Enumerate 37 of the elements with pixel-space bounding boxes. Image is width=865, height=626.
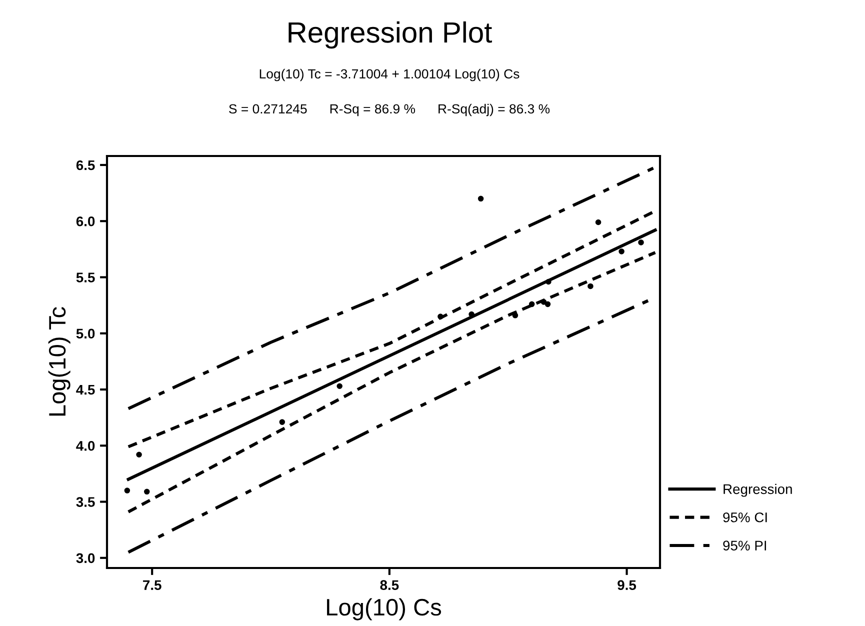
point [279, 419, 286, 425]
point [336, 383, 342, 390]
point [588, 283, 594, 290]
point [595, 219, 602, 226]
text: S = 0.271245 R-Sq = 86.9 % R-Sq(adj) = 86.3 % [229, 104, 550, 116]
y-axis-title: Log(10) Tc [48, 307, 70, 416]
y-tick-label: 4.0 [76, 440, 95, 451]
chart-title: Regression Plot [288, 21, 492, 49]
point [638, 240, 644, 246]
point [618, 248, 624, 254]
y-tick-label: 5.5 [76, 272, 95, 282]
y-tick-label: 4.5 [76, 384, 95, 395]
y-tick-label: 3.0 [76, 553, 95, 564]
line-series [126, 251, 657, 514]
point [512, 312, 518, 318]
x-tick-label: 9.5 [618, 580, 636, 590]
point [544, 301, 551, 308]
point [136, 452, 142, 458]
legend-label: 95% PI [723, 540, 766, 551]
x-tick-label: 7.5 [143, 580, 162, 590]
y-tick-label: 5.0 [76, 328, 95, 339]
y-tick-label: 6.5 [76, 160, 95, 170]
point [528, 301, 535, 308]
point [144, 488, 150, 495]
x-axis-title: Log(10) Cs [327, 598, 442, 620]
legend-label: 95% CI [723, 512, 767, 522]
y-tick-label: 3.5 [76, 497, 95, 507]
legend-label: Regression [724, 484, 792, 497]
y-tick-label: 6.0 [76, 216, 95, 226]
x-tick-label: 8.5 [380, 580, 399, 590]
point [124, 488, 130, 494]
point [438, 314, 444, 320]
line-series [126, 166, 657, 410]
point [546, 278, 552, 285]
point [478, 196, 484, 202]
point [540, 299, 547, 305]
chart-subtitle: Log(10) Tc = -3.71004 + 1.00104 Log(10) Cs [260, 68, 520, 82]
